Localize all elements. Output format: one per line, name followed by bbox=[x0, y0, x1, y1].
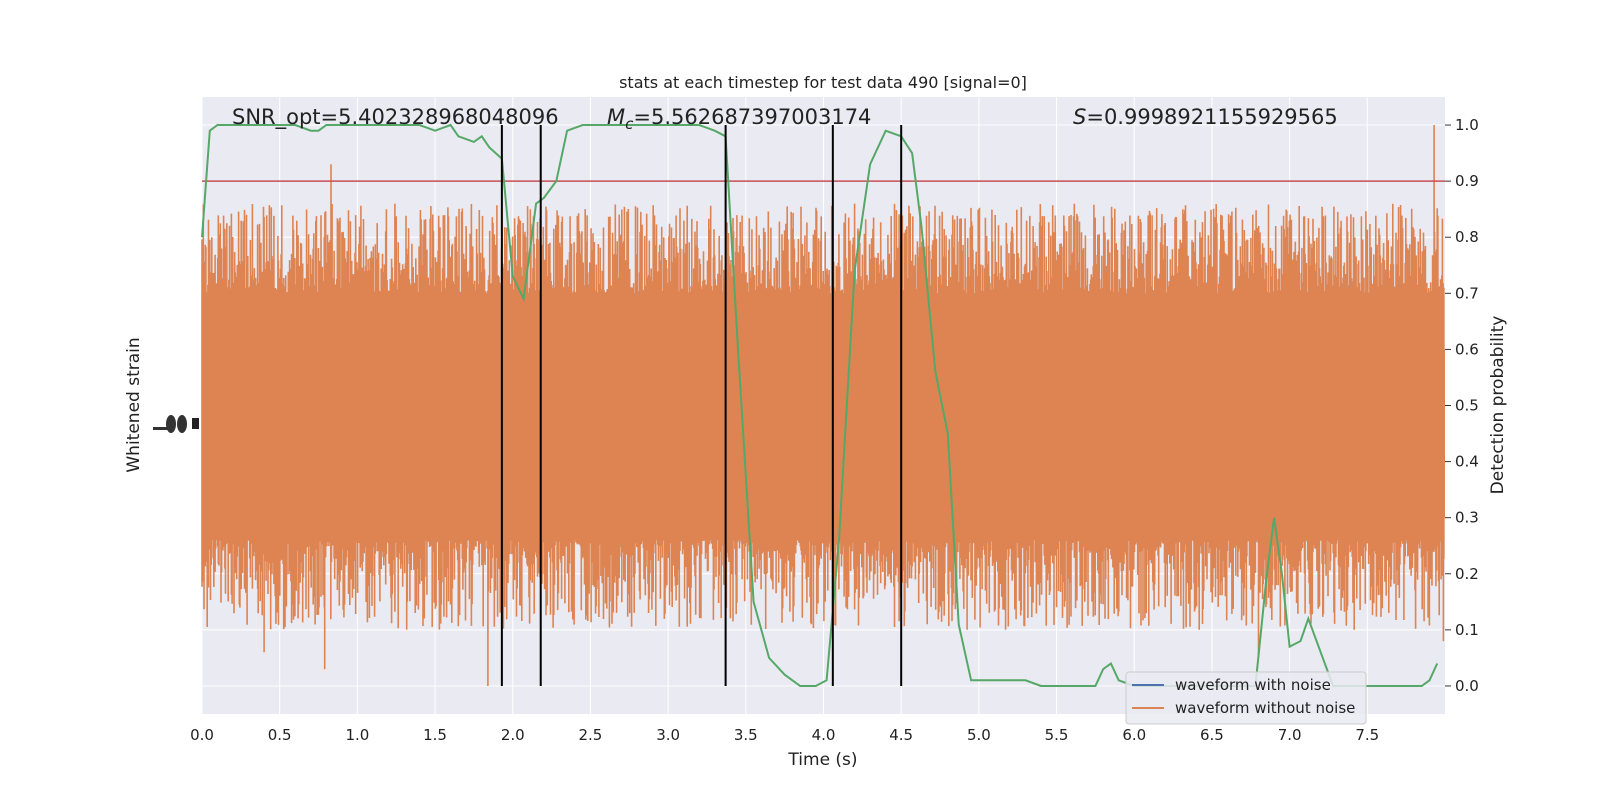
x-tick-label: 3.0 bbox=[656, 726, 680, 744]
y-tick-label: 0.7 bbox=[1455, 284, 1479, 302]
y-tick-label: 0.3 bbox=[1455, 509, 1479, 527]
snr-annotation: SNR_opt=5.402328968048096 bbox=[232, 105, 559, 130]
x-tick-label: 4.0 bbox=[812, 726, 836, 744]
x-tick-label: 0.0 bbox=[190, 726, 214, 744]
legend-label-without-noise: waveform without noise bbox=[1175, 699, 1355, 717]
x-tick-label: 7.0 bbox=[1278, 726, 1302, 744]
x-tick-label: 6.0 bbox=[1122, 726, 1146, 744]
mc-symbol: M bbox=[607, 105, 625, 129]
x-tick-label: 2.0 bbox=[501, 726, 525, 744]
mc-value: =5.562687397003174 bbox=[633, 105, 871, 129]
x-tick-label: 6.5 bbox=[1200, 726, 1224, 744]
s-annotation: S=0.9998921155929565 bbox=[1073, 105, 1338, 129]
x-tick-label: 7.5 bbox=[1355, 726, 1379, 744]
x-tick-label: 0.5 bbox=[268, 726, 292, 744]
x-tick-label: 5.5 bbox=[1045, 726, 1069, 744]
x-axis-ticks: 0.0 0.5 1.0 1.5 2.0 2.5 3.0 3.5 4.0 4.5 5.0 5.5 6.0 6… bbox=[190, 726, 1379, 744]
y-axis-right-label: Detection probability bbox=[1488, 316, 1508, 495]
y-tick-label: 0.1 bbox=[1455, 621, 1479, 639]
x-tick-label: 1.5 bbox=[423, 726, 447, 744]
y-tick-label: 0.2 bbox=[1455, 565, 1479, 583]
y-tick-label: 0.9 bbox=[1455, 172, 1479, 190]
y-tick-label: 0.8 bbox=[1455, 228, 1479, 246]
y-tick-label: 0.5 bbox=[1455, 397, 1479, 415]
waveform-without-noise-series bbox=[201, 125, 1445, 686]
x-tick-label: 2.5 bbox=[579, 726, 603, 744]
legend: waveform with noise waveform without noi… bbox=[1125, 671, 1367, 725]
detection-probability-series bbox=[201, 123, 1439, 687]
left-tick-blob bbox=[153, 427, 171, 430]
legend-label-with-noise: waveform with noise bbox=[1175, 676, 1331, 694]
y-axis-left-label: Whitened strain bbox=[124, 337, 144, 472]
vertical-lines bbox=[500, 125, 903, 686]
mc-subscript: c bbox=[625, 115, 634, 133]
left-tick-blob bbox=[177, 415, 187, 433]
legend-box bbox=[1125, 671, 1367, 725]
left-axis-collapsed-ticks bbox=[153, 415, 199, 433]
waveform-dense-band bbox=[202, 349, 1445, 518]
chart-title: stats at each timestep for test data 490… bbox=[619, 73, 1027, 92]
y-axis-right-ticks: 0.0 0.1 0.2 0.3 0.4 0.5 0.6 0.7 0.8 0.9 1.0 bbox=[1445, 116, 1479, 695]
y-tick-label: 0.6 bbox=[1455, 340, 1479, 358]
y-tick-label: 1.0 bbox=[1455, 116, 1479, 134]
y-tick-label: 0.4 bbox=[1455, 453, 1479, 471]
x-tick-label: 3.5 bbox=[734, 726, 758, 744]
left-tick-blob bbox=[166, 415, 176, 433]
y-tick-label: 0.0 bbox=[1455, 677, 1479, 695]
left-tick-blob bbox=[192, 418, 199, 429]
s-symbol: S bbox=[1073, 105, 1086, 129]
detection-probability-line bbox=[201, 123, 1439, 687]
mc-annotation: Mc=5.562687397003174 bbox=[607, 105, 871, 133]
x-tick-label: 1.0 bbox=[345, 726, 369, 744]
x-tick-label: 4.5 bbox=[889, 726, 913, 744]
s-value: =0.9998921155929565 bbox=[1086, 105, 1337, 129]
x-axis-label: Time (s) bbox=[787, 750, 857, 770]
x-tick-label: 5.0 bbox=[967, 726, 991, 744]
